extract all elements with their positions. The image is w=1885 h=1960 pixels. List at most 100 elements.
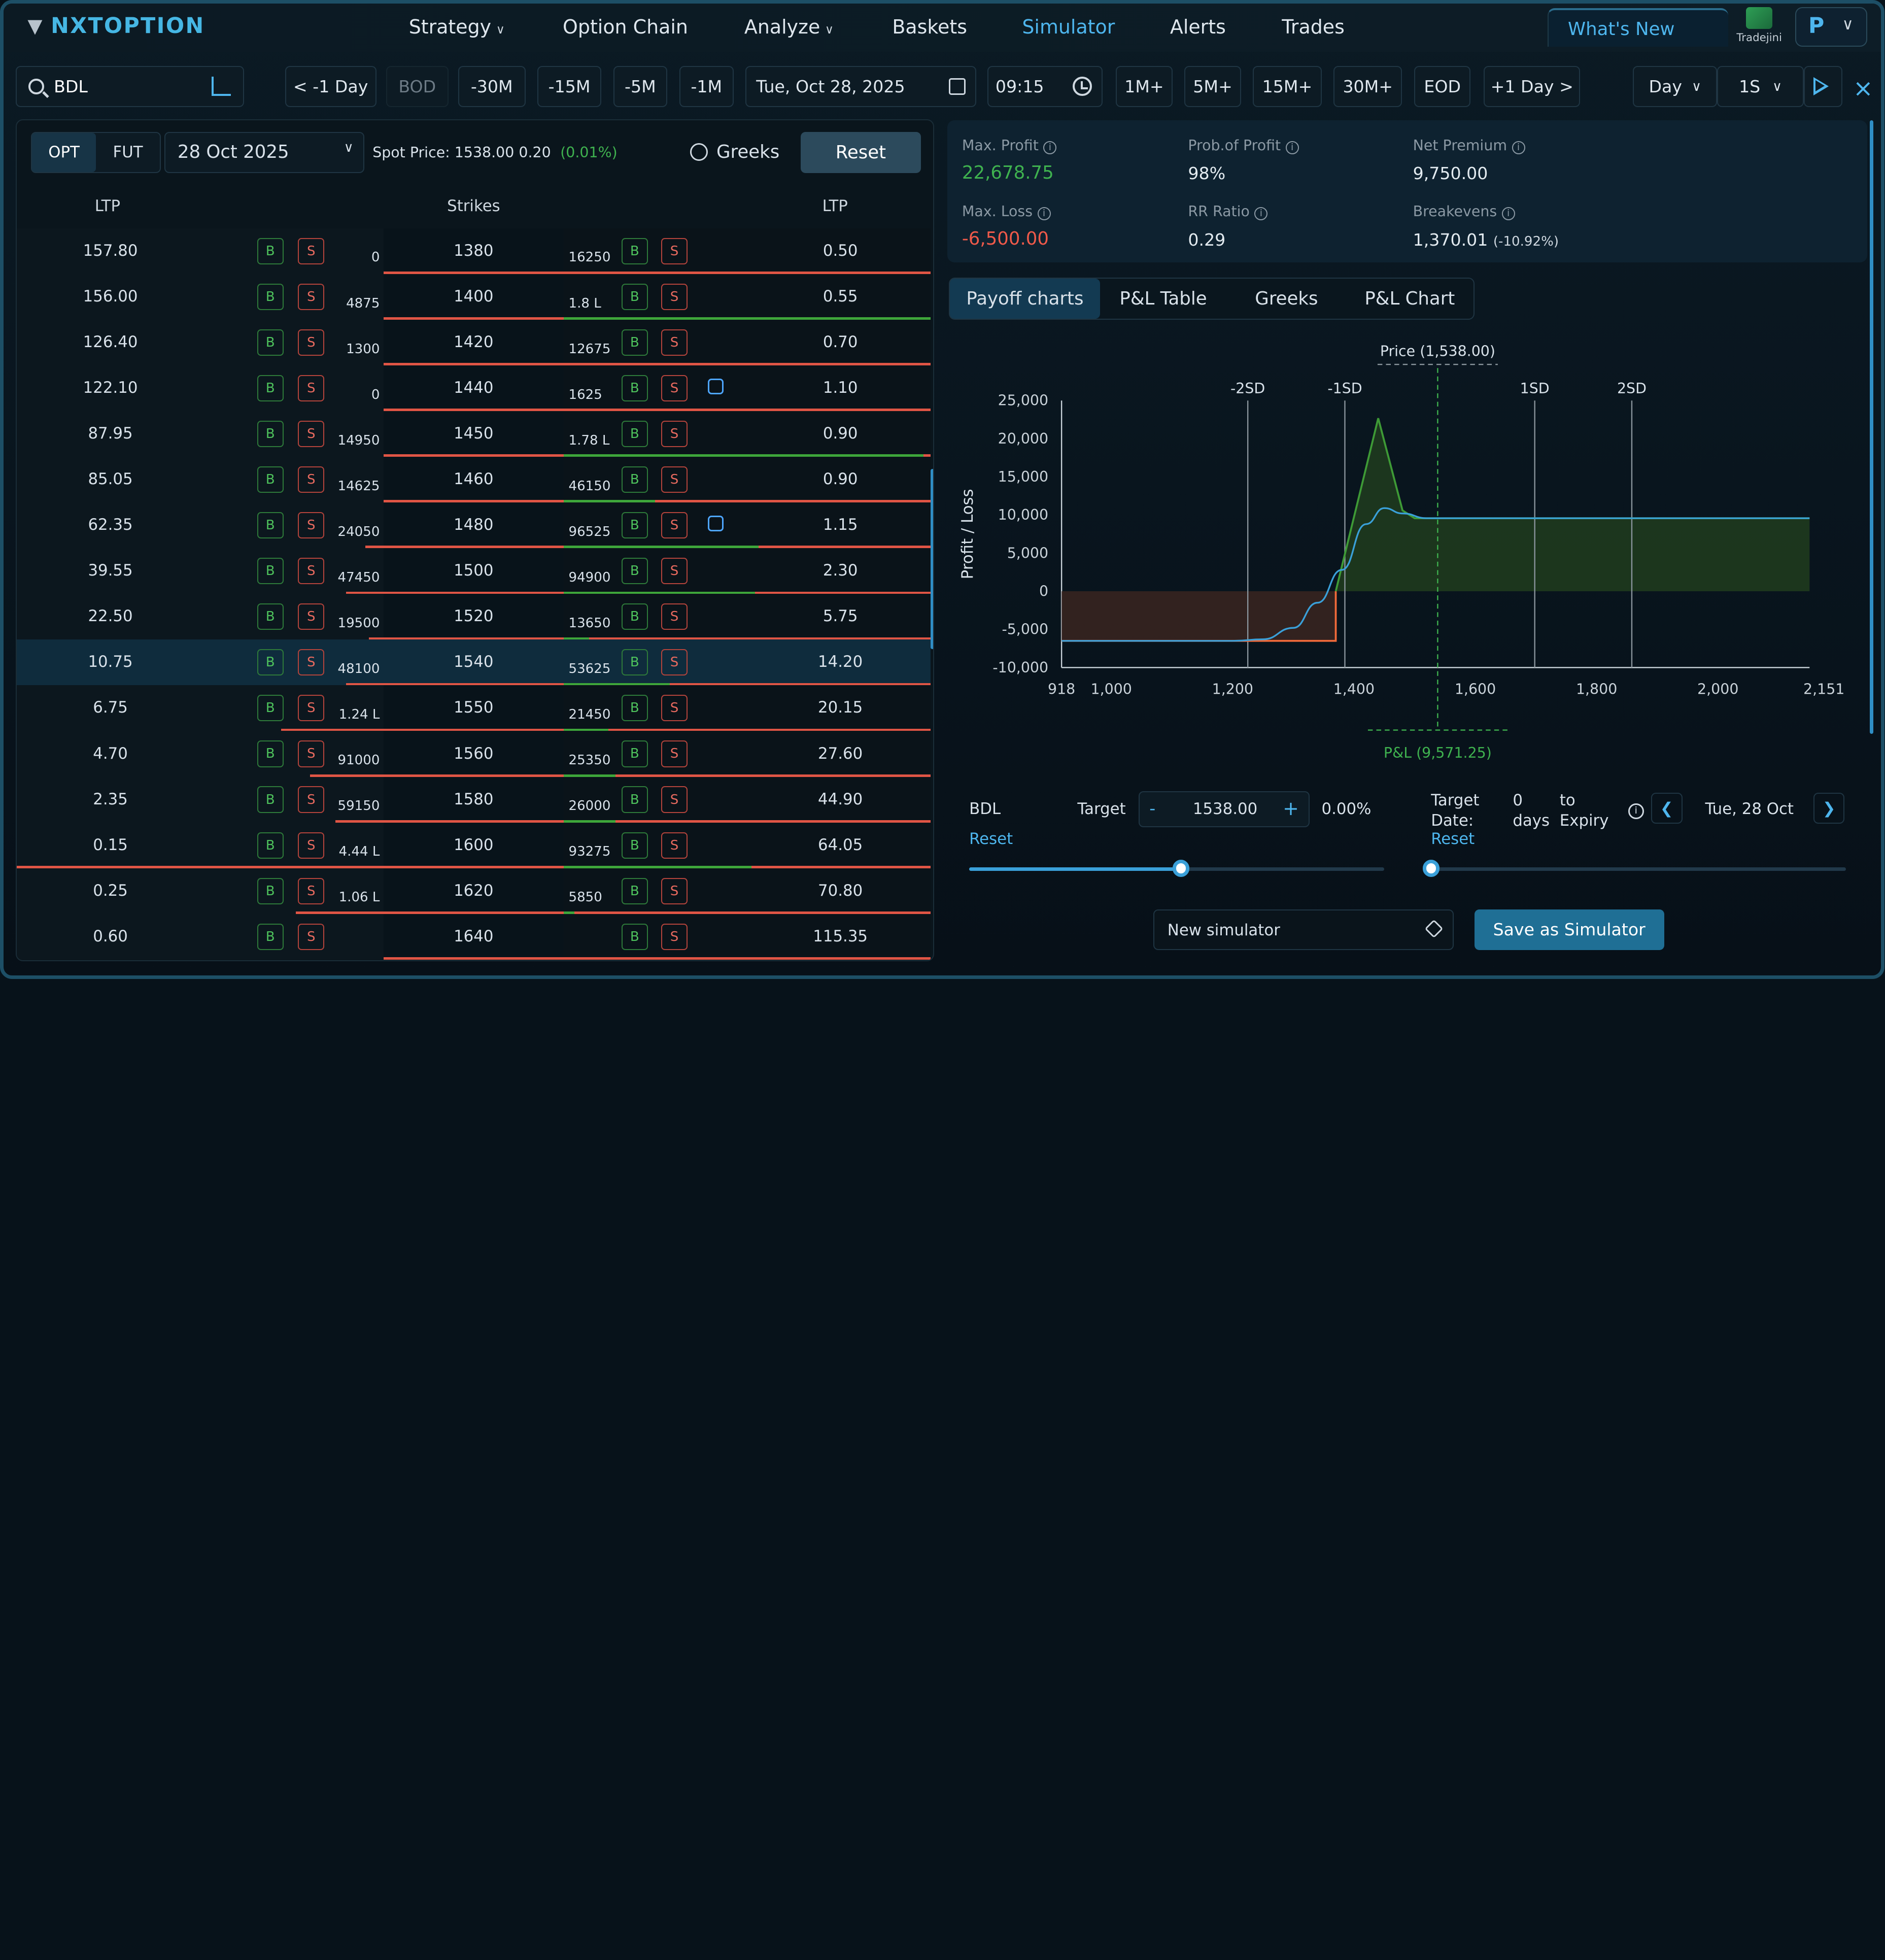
table-row[interactable]: 156.00 B S 4875 1400 1.8 L B S 0.55 [16, 274, 931, 320]
put-buy-button[interactable]: B [621, 375, 648, 402]
call-sell-button[interactable]: S [298, 877, 325, 904]
profile-menu[interactable]: P ∨ [1795, 7, 1868, 47]
table-row[interactable]: 126.40 B S 1300 1420 12675 B S 0.70 [16, 319, 931, 365]
nav-baskets[interactable]: Baskets [892, 16, 967, 38]
call-sell-button[interactable]: S [298, 283, 325, 310]
call-sell-button[interactable]: S [298, 421, 325, 448]
put-sell-button[interactable]: S [661, 512, 688, 539]
call-buy-button[interactable]: B [257, 329, 284, 356]
call-sell-button[interactable]: S [298, 832, 325, 859]
put-buy-button[interactable]: B [621, 512, 648, 539]
put-sell-button[interactable]: S [661, 695, 688, 722]
greeks-toggle[interactable]: Greeks [690, 142, 779, 162]
save-as-simulator-button[interactable]: Save as Simulator [1474, 909, 1664, 951]
put-sell-button[interactable]: S [661, 329, 688, 356]
simulator-name-input[interactable]: New simulator [1153, 909, 1454, 951]
symbol-search[interactable]: BDL [15, 66, 244, 107]
table-row[interactable]: 2.35 B S 59150 1580 26000 B S 44.90 [16, 776, 931, 823]
target-date-slider[interactable] [1422, 860, 1846, 877]
call-sell-button[interactable]: S [298, 329, 325, 356]
call-buy-button[interactable]: B [257, 421, 284, 448]
table-row[interactable]: 39.55 B S 47450 1500 94900 B S 2.30 [16, 548, 931, 594]
table-row[interactable]: 122.10 B S 0 1440 1625 B S 1.10 [16, 365, 931, 412]
target-price-value[interactable]: 1538.00 [1192, 799, 1258, 818]
decrement-button[interactable]: - [1149, 798, 1156, 819]
nav-option-chain[interactable]: Option Chain [563, 16, 688, 38]
call-sell-button[interactable]: S [298, 375, 325, 402]
put-sell-button[interactable]: S [661, 558, 688, 585]
nav-simulator[interactable]: Simulator [1022, 16, 1115, 38]
call-sell-button[interactable]: S [298, 558, 325, 585]
whats-new-button[interactable]: What's New [1548, 8, 1728, 47]
put-sell-button[interactable]: S [661, 786, 688, 813]
put-buy-button[interactable]: B [621, 421, 648, 448]
put-sell-button[interactable]: S [661, 375, 688, 402]
play-button[interactable] [1803, 66, 1842, 107]
brand-logo[interactable]: ▼ NXTOPTION [27, 13, 204, 39]
put-buy-button[interactable]: B [621, 695, 648, 722]
call-sell-button[interactable]: S [298, 695, 325, 722]
put-buy-button[interactable]: B [621, 923, 648, 950]
call-buy-button[interactable]: B [257, 375, 284, 402]
put-sell-button[interactable]: S [661, 877, 688, 904]
tab-payoff-charts[interactable]: Payoff charts [949, 279, 1101, 319]
put-buy-button[interactable]: B [621, 832, 648, 859]
table-row[interactable]: 62.35 B S 24050 1480 96525 B S 1.15 [16, 502, 931, 549]
table-row[interactable]: 4.70 B S 91000 1560 25350 B S 27.60 [16, 731, 931, 777]
put-sell-button[interactable]: S [661, 603, 688, 630]
minus-30m-button[interactable]: -30M [458, 66, 526, 107]
call-buy-button[interactable]: B [257, 283, 284, 310]
call-buy-button[interactable]: B [257, 877, 284, 904]
table-row[interactable]: 22.50 B S 19500 1520 13650 B S 5.75 [16, 594, 931, 640]
tab-greeks[interactable]: Greeks [1255, 288, 1318, 310]
put-buy-button[interactable]: B [621, 238, 648, 264]
tab-pnl-chart[interactable]: P&L Chart [1364, 288, 1455, 310]
put-buy-button[interactable]: B [621, 649, 648, 676]
call-buy-button[interactable]: B [257, 740, 284, 767]
call-sell-button[interactable]: S [298, 238, 325, 264]
call-buy-button[interactable]: B [257, 649, 284, 676]
put-sell-button[interactable]: S [661, 649, 688, 676]
call-buy-button[interactable]: B [257, 786, 284, 813]
tab-pnl-table[interactable]: P&L Table [1119, 288, 1207, 310]
put-sell-button[interactable]: S [661, 283, 688, 310]
put-buy-button[interactable]: B [621, 329, 648, 356]
minus-1m-button[interactable]: -1M [679, 66, 734, 107]
close-icon[interactable]: × [1853, 74, 1873, 103]
plus-5m-button[interactable]: 5M+ [1184, 66, 1241, 107]
table-row[interactable]: 0.60 B S 1640 B S 115.35 [16, 914, 931, 960]
put-buy-button[interactable]: B [621, 603, 648, 630]
target-reset-link[interactable]: Reset [969, 830, 1013, 849]
right-scrollbar[interactable] [1870, 120, 1874, 734]
back-one-day-button[interactable]: < -1 Day [285, 66, 376, 107]
call-sell-button[interactable]: S [298, 740, 325, 767]
call-sell-button[interactable]: S [298, 603, 325, 630]
call-sell-button[interactable]: S [298, 649, 325, 676]
call-buy-button[interactable]: B [257, 832, 284, 859]
next-date-button[interactable]: ❯ [1813, 792, 1845, 824]
table-row[interactable]: 87.95 B S 14950 1450 1.78 L B S 0.90 [16, 411, 931, 457]
target-price-slider[interactable] [969, 860, 1384, 877]
call-buy-button[interactable]: B [257, 558, 284, 585]
call-buy-button[interactable]: B [257, 923, 284, 950]
table-row[interactable]: 6.75 B S 1.24 L 1550 21450 B S 20.15 [16, 685, 931, 731]
nav-trades[interactable]: Trades [1282, 16, 1345, 38]
call-sell-button[interactable]: S [298, 786, 325, 813]
nav-analyze[interactable]: Analyze ∨ [744, 16, 834, 38]
time-picker[interactable]: 09:15 [987, 66, 1103, 107]
put-buy-button[interactable]: B [621, 740, 648, 767]
plus-15m-button[interactable]: 15M+ [1253, 66, 1322, 107]
put-sell-button[interactable]: S [661, 466, 688, 493]
put-buy-button[interactable]: B [621, 466, 648, 493]
forward-one-day-button[interactable]: +1 Day > [1484, 66, 1581, 107]
put-sell-button[interactable]: S [661, 923, 688, 950]
info-icon[interactable]: i [1512, 141, 1525, 155]
call-sell-button[interactable]: S [298, 923, 325, 950]
call-sell-button[interactable]: S [298, 512, 325, 539]
call-buy-button[interactable]: B [257, 695, 284, 722]
info-icon[interactable]: i [1037, 207, 1051, 221]
prev-date-button[interactable]: ❮ [1651, 792, 1683, 824]
info-icon[interactable]: i [1501, 207, 1515, 221]
broker-tradejini[interactable]: Tradejini [1733, 7, 1786, 48]
basket-icon[interactable] [708, 379, 724, 394]
